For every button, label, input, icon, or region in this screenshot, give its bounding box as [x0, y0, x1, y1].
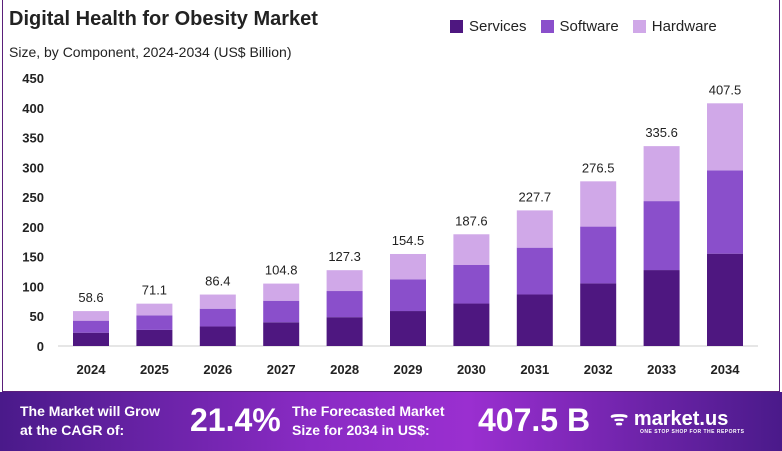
legend-swatch: [540, 20, 554, 33]
legend-item-hardware: Hardware: [632, 18, 717, 35]
brand-tagline: ONE STOP SHOP FOR THE REPORTS: [640, 429, 745, 435]
bar-segment-software: [136, 315, 173, 330]
y-tick-label: 250: [22, 190, 44, 205]
x-tick-label: 2028: [330, 362, 359, 377]
brand-logo: ᯤ market.us ONE STOP SHOP FOR THE REPORTS: [610, 404, 745, 435]
y-tick-label: 200: [22, 220, 44, 235]
bar-segment-hardware: [199, 294, 236, 309]
bar-segment-hardware: [326, 270, 363, 292]
x-tick-label: 2026: [203, 362, 232, 377]
total-data-label: 187.6: [455, 213, 488, 228]
bar-segment-hardware: [390, 253, 426, 280]
bar-segment-software: [707, 170, 743, 254]
bar-segment-services: [707, 253, 743, 346]
legend-label: Hardware: [651, 18, 717, 35]
bar-segment-services: [643, 270, 680, 346]
total-data-label: 104.8: [265, 263, 298, 278]
chart-title: Digital Health for Obesity Market: [9, 8, 318, 30]
chart-subtitle: Size, by Component, 2024-2034 (US$ Billi…: [9, 44, 292, 60]
total-data-label: 127.3: [328, 249, 361, 264]
bar-segment-hardware: [73, 311, 109, 321]
y-tick-label: 150: [22, 250, 44, 265]
total-data-label: 227.7: [519, 189, 552, 204]
bar-segment-hardware: [453, 234, 490, 266]
bar-segment-services: [73, 332, 109, 346]
legend-label: Software: [559, 18, 619, 35]
y-tick-label: 400: [22, 101, 44, 116]
bar-segment-hardware: [516, 210, 553, 248]
x-tick-label: 2033: [647, 362, 676, 377]
total-data-label: 71.1: [142, 283, 167, 298]
y-tick-label: 350: [22, 131, 44, 146]
bar-chart: 0 50 100 150 200 250 300 350 400 450 58.6 2024 71.1 2…: [22, 71, 758, 377]
x-tick-label: 2034: [711, 362, 741, 377]
bar-segment-hardware: [643, 146, 680, 202]
bar-segment-hardware: [580, 181, 617, 227]
bar-segment-software: [516, 247, 553, 295]
y-tick-label: 450: [22, 71, 44, 86]
legend-item-services: Services: [450, 18, 527, 35]
bar-segment-software: [263, 300, 300, 323]
total-data-label: 58.6: [78, 290, 103, 305]
y-tick-label: 50: [30, 309, 44, 324]
x-tick-label: 2030: [457, 362, 486, 377]
cagr-label: The Market will Grow at the CAGR of:: [20, 402, 160, 440]
total-data-label: 276.5: [582, 160, 615, 175]
legend-label: Services: [469, 18, 527, 35]
bar-segment-software: [326, 291, 363, 318]
y-tick-label: 300: [22, 160, 44, 175]
bar-segment-hardware: [136, 303, 173, 316]
legend-swatch: [450, 20, 463, 33]
bar-segment-services: [390, 311, 426, 346]
size-value: 407.5 B: [478, 402, 591, 438]
cagr-label-line: The Market will Grow: [20, 403, 161, 419]
bar-segment-services: [326, 317, 363, 346]
brand-name: market.us: [633, 408, 729, 430]
x-tick-label: 2027: [267, 362, 296, 377]
bar-segment-services: [136, 329, 173, 346]
bar-segment-services: [580, 283, 617, 346]
bar-segment-software: [73, 320, 109, 333]
chart-frame: [2, 0, 780, 392]
bar-segment-services: [263, 322, 300, 346]
bar-segment-software: [199, 308, 236, 327]
legend-swatch: [632, 20, 646, 33]
x-tick-label: 2024: [77, 362, 107, 377]
size-label-line: The Forecasted Market: [292, 403, 445, 419]
total-data-label: 154.5: [392, 233, 425, 248]
footer-banner: The Market will Grow at the CAGR of: 21.4…: [0, 392, 782, 451]
y-tick-label: 100: [22, 279, 44, 294]
bar-segment-services: [453, 303, 490, 346]
bar-segment-software: [453, 265, 490, 304]
logo-icon: ᯤ: [610, 408, 634, 430]
y-tick-label: 0: [37, 339, 44, 354]
legend-item-software: Software: [540, 18, 619, 35]
legend: Services Software Hardware: [450, 18, 717, 35]
x-tick-label: 2032: [584, 362, 613, 377]
bar-segment-hardware: [707, 103, 743, 171]
x-tick-label: 2029: [394, 362, 423, 377]
total-data-label: 86.4: [205, 274, 230, 289]
cagr-value: 21.4%: [190, 402, 281, 438]
bar-segment-services: [516, 294, 553, 346]
total-data-label: 335.6: [645, 125, 678, 140]
total-data-label: 407.5: [709, 82, 742, 97]
bar-segment-hardware: [263, 283, 300, 301]
x-tick-label: 2025: [140, 362, 169, 377]
bar-segment-software: [390, 279, 426, 312]
size-label-line: Size for 2034 in US$:: [292, 422, 430, 438]
bar-segment-services: [199, 326, 236, 346]
bar-segment-software: [643, 201, 680, 271]
size-label: The Forecasted Market Size for 2034 in US…: [292, 402, 445, 440]
bar-segment-software: [580, 226, 617, 284]
x-tick-label: 2031: [520, 362, 549, 377]
cagr-label-line: at the CAGR of:: [20, 422, 125, 438]
